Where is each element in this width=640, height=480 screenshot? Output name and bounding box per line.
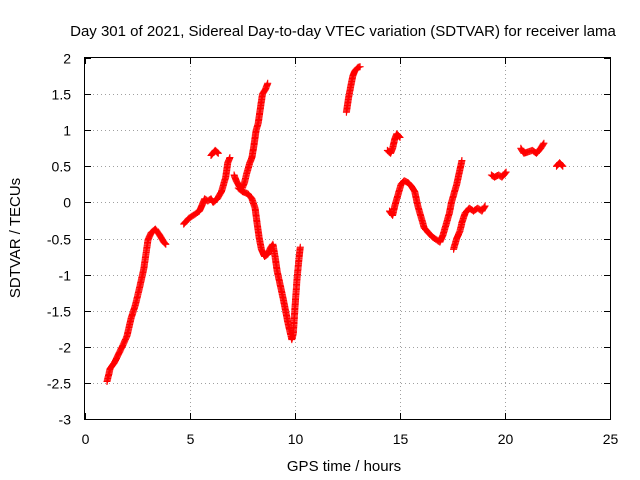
data-point (226, 154, 234, 162)
plot-frame (84, 57, 611, 420)
data-point (502, 168, 510, 176)
y-tick-label: 2 (63, 51, 71, 67)
data-point (481, 202, 489, 210)
data-point (213, 148, 221, 156)
data-point (501, 169, 509, 177)
x-tick-label: 15 (393, 431, 409, 447)
data-point (539, 140, 547, 148)
x-tick-label: 5 (187, 431, 195, 447)
data-point (480, 203, 488, 211)
x-tick-label: 20 (498, 431, 514, 447)
data-point (161, 240, 169, 248)
y-axis-label: SDTVAR / TECUs (7, 178, 24, 298)
data-point (264, 79, 272, 87)
x-axis-label: GPS time / hours (287, 458, 401, 475)
y-tick-label: 0.5 (52, 159, 72, 175)
y-tick-label: -3 (59, 412, 72, 428)
y-tick-label: -2 (59, 340, 72, 356)
x-tick-label: 25 (603, 431, 619, 447)
data-point (296, 243, 304, 251)
grid-lines (85, 58, 610, 419)
data-point (559, 162, 567, 170)
data-point (501, 170, 509, 178)
x-tick-label: 0 (82, 431, 90, 447)
data-point (247, 193, 255, 201)
y-tick-label: -1 (59, 268, 72, 284)
data-point (214, 149, 222, 157)
y-tick-label: -2.5 (47, 376, 71, 392)
data-point (214, 149, 222, 157)
data-point (558, 161, 566, 169)
data-point (396, 133, 404, 141)
x-tick-label: 10 (288, 431, 304, 447)
data-point (540, 139, 548, 147)
y-tick-labels: 2 1.5 1 0.5 0 -0.5 -1 -1.5 -2 -2.5 -3 (47, 51, 71, 428)
chart-title: Day 301 of 2021, Sidereal Day-to-day VTE… (70, 23, 616, 40)
data-point (160, 239, 168, 247)
x-tick-labels: 0 5 10 15 20 25 (82, 431, 619, 447)
data-point (162, 240, 170, 248)
y-tick-label: 0 (63, 195, 71, 211)
y-tick-label: -0.5 (47, 232, 71, 248)
data-point (356, 63, 364, 71)
data-markers (103, 63, 567, 385)
data-point (458, 157, 466, 164)
y-tick-label: -1.5 (47, 304, 71, 320)
y-tick-label: 1 (63, 123, 71, 139)
data-point (395, 133, 403, 140)
y-tick-label: 1.5 (52, 87, 72, 103)
